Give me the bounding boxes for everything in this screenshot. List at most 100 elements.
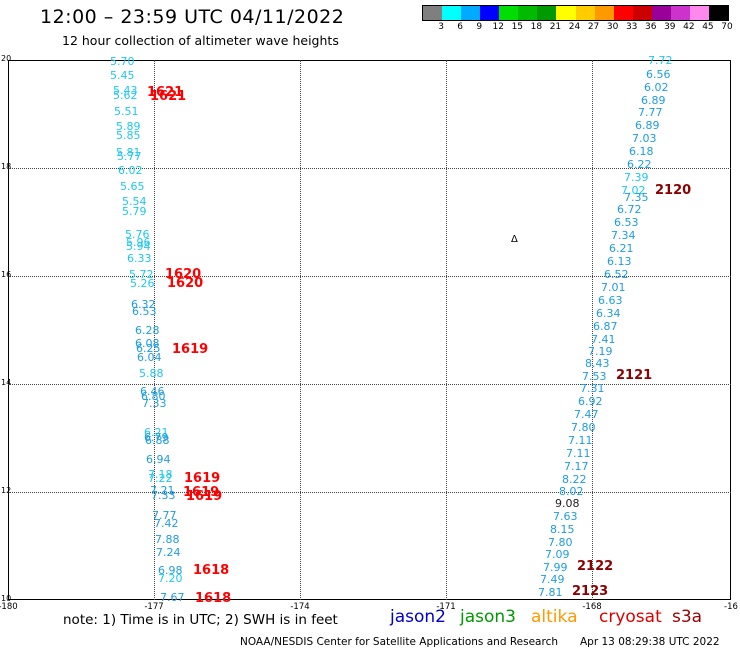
pass-time-label: 1618 [193, 563, 230, 578]
wave-height-value: 6.46 [140, 385, 165, 398]
wave-height-value: 6.28 [135, 324, 160, 337]
legend-swatch [689, 6, 709, 20]
pass-time-label: 2122 [577, 559, 614, 574]
wave-height-value: 7.49 [540, 573, 565, 586]
grid-line-horizontal [8, 384, 731, 385]
wave-height-value: 7.34 [611, 229, 636, 242]
wave-height-value: 6.21 [144, 426, 169, 439]
wave-height-value: 7.33 [151, 489, 176, 502]
legend-swatch [480, 6, 500, 20]
wave-height-value: 5.26 [130, 277, 155, 290]
y-tick-label: 18 [1, 162, 12, 171]
wave-height-value: 5.81 [116, 146, 141, 159]
wave-height-value: 7.41 [591, 333, 616, 346]
legend-label: 30 [606, 22, 619, 32]
y-tick-label: 12 [1, 486, 12, 495]
satellite-jason3-label: jason3 [460, 607, 516, 627]
wave-height-value: 7.77 [638, 106, 663, 119]
wave-height-value: 7.17 [564, 460, 589, 473]
wave-height-value: 6.02 [644, 81, 669, 94]
wave-height-value: 6.89 [635, 119, 660, 132]
wave-height-value: 7.31 [580, 382, 605, 395]
wave-height-value: 6.92 [578, 395, 603, 408]
legend-swatch [575, 6, 595, 20]
pass-time-label: 2120 [655, 183, 692, 198]
pass-time-label: 1621 [147, 85, 184, 100]
wave-height-value: 7.09 [545, 548, 570, 561]
legend-label: 45 [702, 22, 714, 32]
pass-time-label: 2123 [572, 584, 609, 599]
buoy-marker-icon: Δ [511, 234, 518, 245]
satellite-jason2-label: jason2 [390, 607, 446, 627]
credit-line: NOAA/NESDIS Center for Satellite Applica… [240, 636, 558, 648]
wave-height-value: 5.45 [110, 69, 135, 82]
wave-height-value: 6.04 [137, 351, 162, 364]
wave-height-value: 6.08 [135, 337, 160, 350]
grid-line-horizontal [8, 276, 731, 277]
wave-height-value: 5.70 [110, 55, 135, 68]
y-tick-label: 10 [1, 594, 12, 603]
x-tick-label: -174 [290, 602, 310, 612]
legend-swatch [537, 6, 557, 20]
pass-time-label: 2121 [616, 368, 653, 383]
wave-height-value: 6.52 [604, 268, 629, 281]
legend-label: 42 [683, 22, 695, 32]
wave-height-value: 6.25 [136, 342, 161, 355]
legend-swatch [632, 6, 652, 20]
wave-height-value: 6.13 [607, 255, 632, 268]
wave-height-value: 5.94 [126, 240, 151, 253]
legend-swatch [670, 6, 690, 20]
wave-height-value: 7.21 [150, 484, 175, 497]
legend-label: 33 [625, 22, 638, 32]
wave-height-value: 7.80 [571, 421, 596, 434]
y-tick-label: 20 [1, 54, 12, 63]
wave-height-value: 8.15 [550, 523, 575, 536]
timestamp: Apr 13 08:29:38 UTC 2022 [580, 636, 720, 648]
legend-label: 6 [457, 22, 463, 32]
pass-time-label: 1621 [150, 89, 187, 104]
legend-swatch [708, 6, 728, 20]
wave-height-value: 5.88 [139, 367, 164, 380]
satellite-s3a-label: s3a [672, 607, 703, 627]
wave-height-value: 6.21 [609, 242, 634, 255]
grid-line-vertical [300, 60, 301, 600]
footnote: note: 1) Time is in UTC; 2) SWH is in fe… [63, 612, 338, 628]
x-tick-label: -180 [0, 602, 18, 612]
wave-height-value: 5.96 [126, 236, 151, 249]
wave-height-value: 6.79 [144, 431, 169, 444]
wave-height-value: 5.85 [116, 129, 141, 142]
wave-height-value: 7.81 [538, 586, 563, 599]
wave-height-value: 6.22 [627, 158, 652, 171]
legend-swatch [594, 6, 614, 20]
wave-height-value: 7.88 [155, 533, 180, 546]
wave-height-value: 7.33 [142, 397, 167, 410]
legend-swatch [651, 6, 671, 20]
wave-height-value: 7.20 [158, 572, 183, 585]
pass-time-label: 1620 [165, 267, 202, 282]
pass-time-label: 1618 [195, 591, 232, 606]
wave-height-value: 7.72 [648, 54, 673, 67]
color-legend-bar [422, 5, 729, 21]
grid-line-vertical [592, 60, 593, 600]
wave-height-value: 5.51 [114, 105, 139, 118]
wave-height-value: 6.89 [641, 94, 666, 107]
legend-label: 9 [476, 22, 483, 32]
wave-height-value: 9.08 [555, 497, 580, 510]
y-tick-label: 14 [1, 378, 12, 387]
x-tick-label: -16 [724, 602, 738, 612]
legend-label: 3 [438, 22, 444, 32]
legend-label: 24 [568, 22, 581, 32]
wave-height-value: 7.47 [574, 408, 599, 421]
chart-subtitle: 12 hour collection of altimeter wave hei… [62, 33, 339, 48]
chart-title: 12:00 – 23:59 UTC 04/11/2022 [40, 6, 345, 28]
wave-height-value: 7.19 [588, 345, 613, 358]
legend-swatch [518, 6, 538, 20]
legend-label: 18 [530, 22, 543, 32]
wave-height-value: 7.80 [548, 536, 573, 549]
pass-time-label: 1619 [186, 489, 223, 504]
grid-line-horizontal [8, 168, 731, 169]
wave-height-value: 5.62 [113, 89, 138, 102]
legend-label: 12 [492, 22, 504, 32]
satellite-altika-label: altika [531, 607, 578, 627]
grid-line-horizontal [8, 492, 731, 493]
